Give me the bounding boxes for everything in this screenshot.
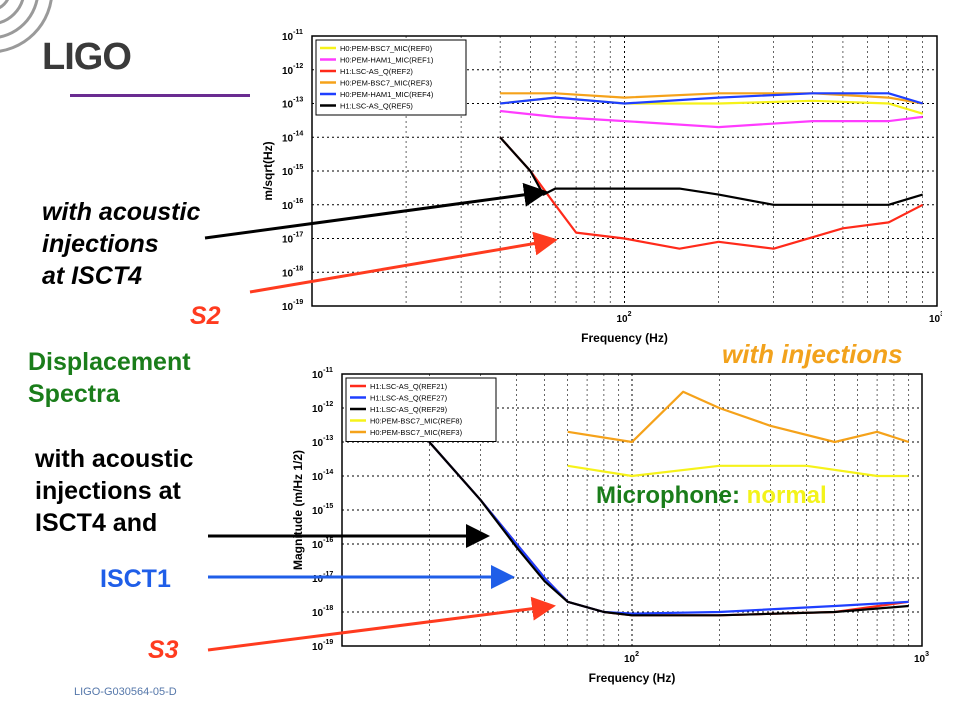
y-tick-label: 10-14 [312,469,333,483]
bottom-displacement-chart: 10-11 10-12 10-13 10-14 10-15 10-16 10-17 10-18… [291,367,929,685]
x-axis-label: Frequency (Hz) [581,331,668,345]
x-tick-label: 102 [624,651,639,665]
label-isct1: ISCT1 [100,565,171,593]
x-axis-label: Frequency (Hz) [589,671,676,685]
series-line-4 [499,92,924,105]
x-tick-label: 102 [617,311,632,325]
logo-text: LIGO [42,36,132,78]
series-line-2 [428,441,909,617]
label-s3: S3 [148,636,179,664]
y-tick-label: 10-14 [282,130,303,144]
x-tick-label: 103 [929,311,942,325]
y-tick-label: 10-19 [282,299,303,313]
series-line-1 [499,109,923,129]
legend-entry: H1:LSC-AS_Q(REF21) [370,382,448,391]
legend-entry: H1:LSC-AS_Q(REF2) [340,67,413,76]
legend-entry: H0:PEM-BSC7_MIC(REF8) [370,417,463,426]
y-tick-label: 10-17 [312,571,333,585]
legend-box [315,39,467,116]
label-top-acoustic: with acoustic injections at ISCT4 [42,198,201,290]
legend-entry: H0:PEM-BSC7_MIC(REF3) [370,428,463,437]
legend-entry: H0:PEM-BSC7_MIC(REF3) [340,79,433,88]
arrow-top-black [204,182,548,240]
y-tick-label: 10-15 [312,503,333,517]
arrow-s2-red [249,231,558,294]
legend-entry: H1:LSC-AS_Q(REF29) [370,405,448,414]
legend-entry: H1:LSC-AS_Q(REF5) [340,102,413,111]
y-tick-label: 10-11 [312,367,333,381]
series-line-3 [500,92,923,105]
logo-rule [70,94,250,97]
top-displacement-chart: 10-11 10-12 10-13 10-14 10-15 10-16 10-17 10-18… [261,29,942,345]
y-tick-label: 10-13 [312,435,333,449]
legend-entry: H0:PEM-BSC7_MIC(REF0) [340,44,433,53]
label-bottom-acoustic: with acoustic injections at ISCT4 and [35,445,194,537]
y-tick-label: 10-11 [282,29,303,43]
y-tick-label: 10-18 [312,605,333,619]
y-tick-label: 10-13 [282,97,303,111]
y-tick-label: 10-19 [312,639,333,653]
label-microphone-normal: Microphone: normal [596,480,827,512]
label-displacement-spectra: Displacement Spectra [28,348,191,408]
y-tick-label: 10-15 [282,164,303,178]
legend-box [345,377,497,442]
label-microphone: Microphone: [596,482,740,509]
y-tick-label: 10-12 [312,401,333,415]
series-line-4 [567,390,910,444]
y-tick-label: 10-16 [312,537,333,551]
y-tick-label: 10-18 [282,265,303,279]
document-id: LIGO-G030564-05-D [74,686,177,698]
y-tick-label: 10-17 [282,232,303,246]
x-tick-label: 103 [914,651,929,665]
y-axis-label: m/sqrt(Hz) [261,141,275,200]
label-s2: S2 [190,302,221,330]
series-line-3 [567,464,909,478]
y-tick-label: 10-12 [282,63,303,77]
y-axis-label: Magnitude (m/Hz 1/2) [291,450,305,570]
legend-entry: H0:PEM-HAM1_MIC(REF1) [340,56,434,65]
label-normal: normal [746,482,827,509]
label-with-injections: with injections [722,339,903,369]
legend-entry: H0:PEM-HAM1_MIC(REF4) [340,90,434,99]
arrow-s3-red [207,596,556,652]
y-tick-label: 10-16 [282,198,303,212]
legend-entry: H1:LSC-AS_Q(REF27) [370,394,448,403]
